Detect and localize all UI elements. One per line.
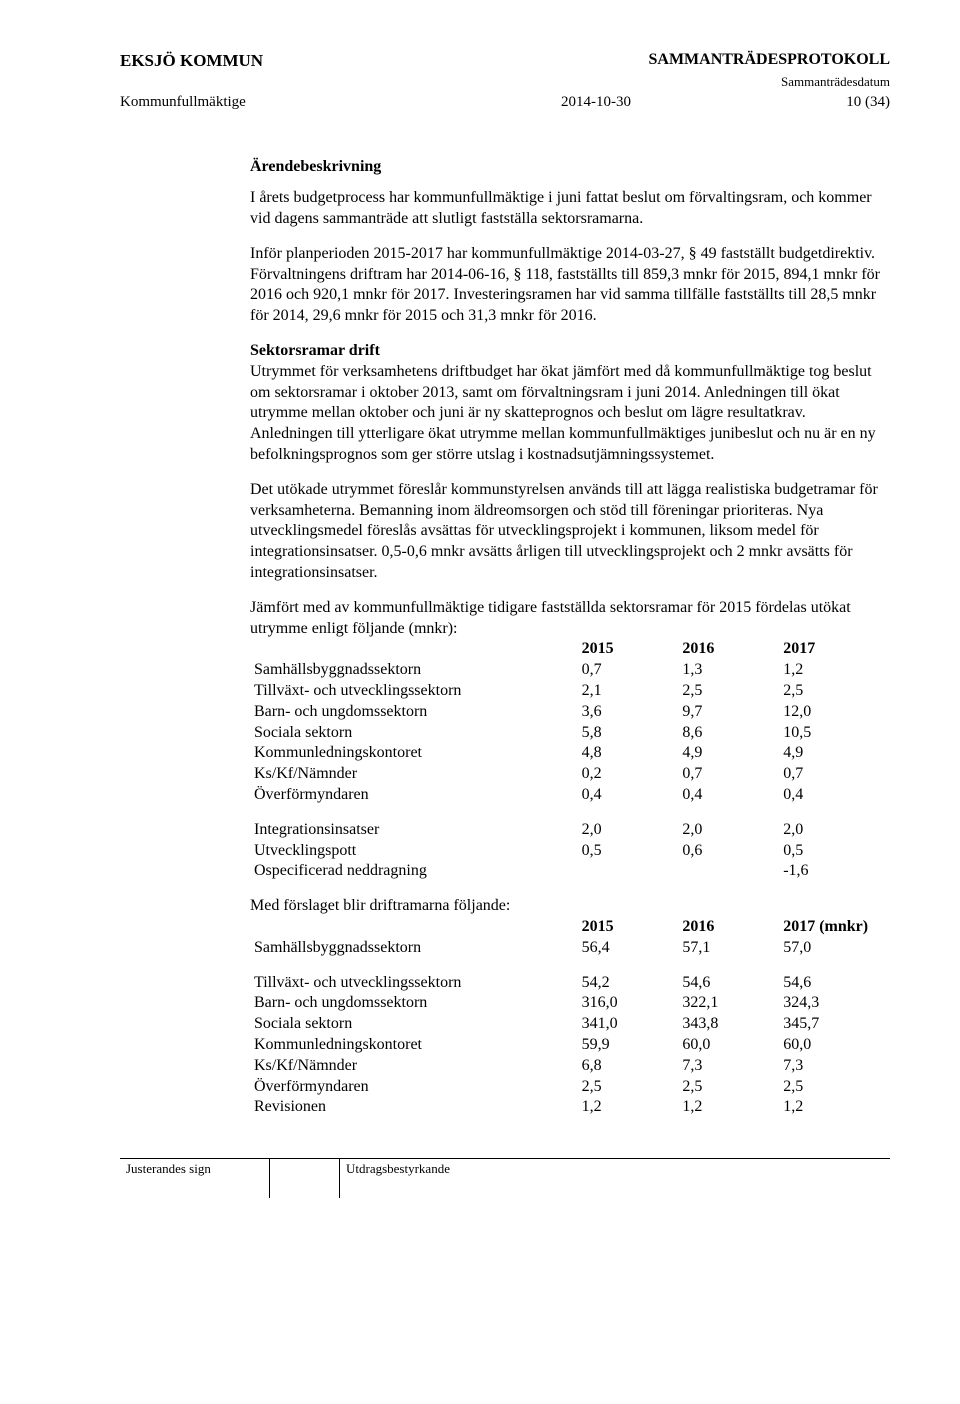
table-header: 2016 bbox=[678, 917, 779, 938]
table-row: Tillväxt- och utvecklingssektorn54,254,6… bbox=[250, 973, 880, 994]
footer-spacer bbox=[270, 1158, 340, 1198]
paragraph: I årets budgetprocess har kommunfullmäkt… bbox=[250, 188, 880, 230]
paragraph: Det utökade utrymmet föreslår kommunstyr… bbox=[250, 480, 880, 584]
doc-type-right: SAMMANTRÄDESPROTOKOLL bbox=[648, 50, 890, 72]
table-header: 2017 (mnkr) bbox=[779, 917, 880, 938]
section-title: Ärendebeskrivning bbox=[250, 157, 880, 178]
table-row: Samhällsbyggnadssektorn56,457,157,0 bbox=[250, 938, 880, 959]
table-row: Tillväxt- och utvecklingssektorn2,12,52,… bbox=[250, 681, 880, 702]
subheader-right: Sammanträdesdatum bbox=[781, 74, 890, 91]
footer-cert-label: Utdragsbestyrkande bbox=[340, 1158, 890, 1198]
table-row: Kommunledningskontoret4,84,94,9 bbox=[250, 743, 880, 764]
table-header bbox=[250, 917, 578, 938]
paragraph: Jämfört med av kommunfullmäktige tidigar… bbox=[250, 598, 880, 640]
table-header: 2015 bbox=[578, 917, 679, 938]
table-header: 2015 bbox=[578, 639, 679, 660]
paragraph: Utrymmet för verksamhetens driftbudget h… bbox=[250, 362, 880, 466]
table-row: Revisionen1,21,21,2 bbox=[250, 1097, 880, 1118]
table-header bbox=[250, 639, 578, 660]
table-row: Barn- och ungdomssektorn3,69,712,0 bbox=[250, 702, 880, 723]
body-name: Kommunfullmäktige bbox=[120, 93, 246, 113]
table-row: Överförmyndaren2,52,52,5 bbox=[250, 1077, 880, 1098]
table-row: Överförmyndaren0,40,40,4 bbox=[250, 785, 880, 806]
meeting-date: 2014-10-30 bbox=[561, 93, 631, 113]
table-row: Ks/Kf/Nämnder6,87,37,3 bbox=[250, 1056, 880, 1077]
table-row: Sociala sektorn341,0343,8345,7 bbox=[250, 1014, 880, 1035]
table-row: Barn- och ungdomssektorn316,0322,1324,3 bbox=[250, 993, 880, 1014]
page-number: 10 (34) bbox=[846, 93, 890, 113]
table-row: Kommunledningskontoret59,960,060,0 bbox=[250, 1035, 880, 1056]
paragraph: Inför planperioden 2015-2017 har kommunf… bbox=[250, 244, 880, 327]
table-header: 2017 bbox=[779, 639, 880, 660]
page-footer: Justerandes sign Utdragsbestyrkande bbox=[120, 1158, 890, 1198]
subsection-title: Sektorsramar drift bbox=[250, 341, 880, 362]
table-row: Integrationsinsatser2,02,02,0 bbox=[250, 820, 880, 841]
org-name-left: EKSJÖ KOMMUN bbox=[120, 50, 263, 72]
table-row: Ospecificerad neddragning-1,6 bbox=[250, 861, 880, 882]
table-header: 2016 bbox=[678, 639, 779, 660]
paragraph: Med förslaget blir driftramarna följande… bbox=[250, 896, 880, 917]
drift-frame-table: 2015 2016 2017 (mnkr) Samhällsbyggnadsse… bbox=[250, 917, 880, 1118]
table-row: Sociala sektorn5,88,610,5 bbox=[250, 723, 880, 744]
footer-sign-label: Justerandes sign bbox=[120, 1158, 270, 1198]
table-row: Utvecklingspott0,50,60,5 bbox=[250, 841, 880, 862]
table-row: Samhällsbyggnadssektorn0,71,31,2 bbox=[250, 660, 880, 681]
allocation-table: 2015 2016 2017 Samhällsbyggnadssektorn0,… bbox=[250, 639, 880, 882]
table-row: Ks/Kf/Nämnder0,20,70,7 bbox=[250, 764, 880, 785]
